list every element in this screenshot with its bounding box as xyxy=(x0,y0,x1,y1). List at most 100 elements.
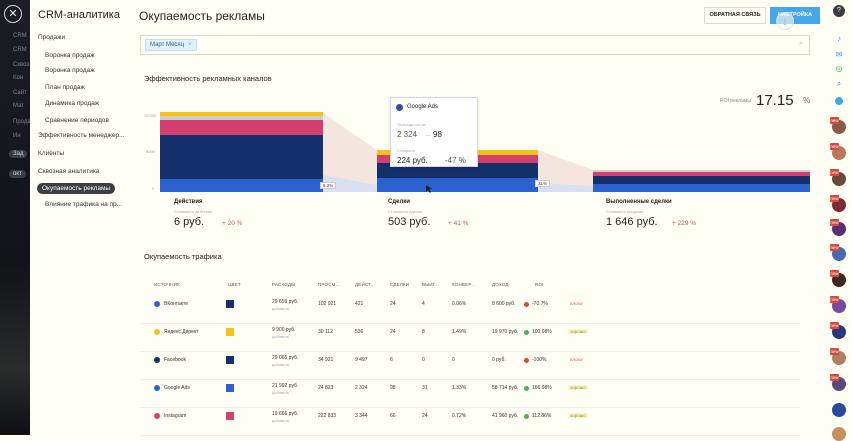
table-header-cell[interactable]: ROI xyxy=(535,282,544,287)
left-strip-item[interactable]: Сквоз xyxy=(13,62,30,68)
actions-value: 3 344 xyxy=(355,413,368,419)
deals-value: 6 xyxy=(390,357,393,363)
table-header-cell[interactable]: ПРОСМ... xyxy=(318,282,340,287)
new-badge: new xyxy=(830,117,839,124)
sidebar-item[interactable]: Сравнение периодов xyxy=(45,117,109,124)
roi-status-tag: плохо xyxy=(570,301,583,306)
table-row[interactable]: Google Ads 21 992 руб. добавить 24 823 2 324… xyxy=(140,380,800,408)
table-row[interactable]: Facebook 29 065 руб. добавить 34 921 9 497 6 0… xyxy=(140,352,800,380)
metric-deals-sub: Стоимость сделки xyxy=(388,209,422,214)
sidebar-item[interactable]: Воронка продаж xyxy=(45,52,95,59)
funnel-connector-1 xyxy=(323,113,377,192)
new-badge: new xyxy=(830,296,839,303)
spend-add-link[interactable]: добавить xyxy=(272,390,290,395)
filter-chip-period[interactable]: Март Месяц × xyxy=(145,39,197,51)
roi-status-dot xyxy=(524,358,529,363)
funnel-stage3-pink xyxy=(593,172,810,176)
bell-icon[interactable]: ♪ xyxy=(837,34,841,43)
table-header-cell[interactable]: РАСХОДЫ xyxy=(272,282,296,287)
left-strip-item[interactable]: Мат xyxy=(13,103,25,109)
source-icon xyxy=(154,413,160,419)
table-header-cell[interactable]: ЦВЕТ xyxy=(228,282,241,287)
income-value: 8 600 руб. xyxy=(492,301,516,307)
roi-unit: % xyxy=(803,96,811,105)
left-strip-item[interactable]: окт xyxy=(9,170,26,178)
color-swatch[interactable] xyxy=(226,356,234,364)
sidebar-item[interactable]: План продаж xyxy=(45,84,85,91)
metric-actions-title: Действия xyxy=(174,199,203,205)
mouse-cursor xyxy=(426,185,432,193)
left-strip-item[interactable]: Сайт xyxy=(13,90,27,96)
sidebar-item[interactable]: Окупаемость рекламы xyxy=(37,183,116,194)
left-strip-item[interactable]: Продажи xyxy=(13,119,30,125)
roi-status-dot xyxy=(524,302,529,307)
left-strip-item[interactable]: CRM xyxy=(13,33,27,39)
sidebar-item[interactable]: Сквозная аналитика xyxy=(38,168,100,175)
roi-status-tag: хорошо xyxy=(568,413,588,418)
sidebar-item[interactable]: Клиенты xyxy=(38,150,65,157)
left-strip-item[interactable]: Зад xyxy=(9,150,28,158)
source-name: Google Ads xyxy=(164,385,190,391)
table-row[interactable]: ВКонтакте 29 659 руб. добавить 102 921 421 24… xyxy=(140,296,800,324)
metric-deals-value: 503 руб. xyxy=(388,216,431,228)
sidebar-item[interactable]: Динамика продаж xyxy=(45,100,100,107)
tooltip-row2-b: -47 % xyxy=(445,156,466,165)
search-icon[interactable]: ⌕ xyxy=(799,40,803,47)
table-header-cell[interactable]: КОНВЕР... xyxy=(452,282,476,287)
conversion-value: 0.72% xyxy=(452,413,467,419)
roi-status-tag: хорошо xyxy=(568,329,588,334)
color-swatch[interactable] xyxy=(226,412,234,420)
metric-won-title: Выполненные сделки xyxy=(606,199,672,205)
blue-dot-icon[interactable] xyxy=(835,97,843,105)
sidebar-item[interactable]: Влияние трафика на пр... xyxy=(45,201,123,208)
conversion-value: 1.49% xyxy=(452,329,467,335)
table-header-cell[interactable]: ИСТОЧНИК xyxy=(154,282,180,287)
color-swatch[interactable] xyxy=(226,328,234,336)
spend-value: 29 659 руб. xyxy=(272,299,299,305)
close-icon[interactable]: ✕ xyxy=(4,5,22,23)
source-name: Instagram xyxy=(164,413,187,419)
won-value: 24 xyxy=(422,413,428,419)
filter-bar[interactable]: Март Месяц × ⌕ xyxy=(140,35,810,55)
funnel-connector-2b xyxy=(538,183,593,192)
spend-add-link[interactable]: добавить xyxy=(272,334,290,339)
table-row[interactable]: Instagram 19 666 руб. добавить 222 833 3 344… xyxy=(140,408,800,436)
left-strip-item[interactable]: Кон xyxy=(13,75,24,81)
won-value: 31 xyxy=(422,385,428,391)
help-icon[interactable]: ? xyxy=(833,5,845,17)
sidebar-item[interactable]: Эффективность менеджер... xyxy=(38,132,125,139)
info-icon[interactable]: i xyxy=(776,12,794,30)
tooltip-arrow: → xyxy=(424,130,432,139)
left-strip-item[interactable]: Ин xyxy=(13,133,21,139)
feedback-button[interactable]: ОБРАТНАЯ СВЯЗЬ xyxy=(704,7,766,24)
page-title: Окупаемость рекламы xyxy=(139,9,265,23)
sidebar-item[interactable]: Продажи xyxy=(38,34,66,41)
funnel-chart[interactable] xyxy=(130,95,822,215)
roi-label: ROI рекламы xyxy=(720,98,751,104)
whatsapp-icon[interactable]: ◎ xyxy=(835,64,843,73)
table-header-cell[interactable]: ВЫИГ... xyxy=(422,282,440,287)
tooltip-row1-label: Переходы, кол-во xyxy=(397,123,426,127)
color-swatch[interactable] xyxy=(226,384,234,392)
table-header-cell[interactable]: СДЕЛКИ xyxy=(390,282,410,287)
funnel-stage2-blue xyxy=(377,178,538,192)
table-header-cell[interactable]: ДОХОД xyxy=(492,282,509,287)
funnel-stage3-navy xyxy=(593,176,810,184)
color-swatch[interactable] xyxy=(226,300,234,308)
spend-add-link[interactable]: добавить xyxy=(272,306,290,311)
help-glyph: ? xyxy=(837,7,841,14)
spend-add-link[interactable]: добавить xyxy=(272,362,290,367)
tooltip-title: Google Ads xyxy=(407,104,439,110)
income-value: 0 руб. xyxy=(492,357,506,363)
table-header-cell[interactable]: ДЕЙСТ... xyxy=(355,282,375,287)
sidebar-item[interactable]: Воронка продаж xyxy=(45,67,95,74)
income-value: 58 714 руб. xyxy=(492,385,519,391)
contact-avatar[interactable] xyxy=(832,427,846,441)
chip-remove-icon[interactable]: × xyxy=(188,42,192,48)
contact-avatar[interactable] xyxy=(832,403,846,417)
search-rail-icon[interactable]: ⌕ xyxy=(836,79,842,88)
left-strip-item[interactable]: CRM xyxy=(13,47,27,53)
spend-add-link[interactable]: добавить xyxy=(272,418,290,423)
table-row[interactable]: Яндекс.Директ 9 900 руб. добавить 30 112 536… xyxy=(140,324,800,352)
chat-icon[interactable]: ✉ xyxy=(835,50,843,59)
